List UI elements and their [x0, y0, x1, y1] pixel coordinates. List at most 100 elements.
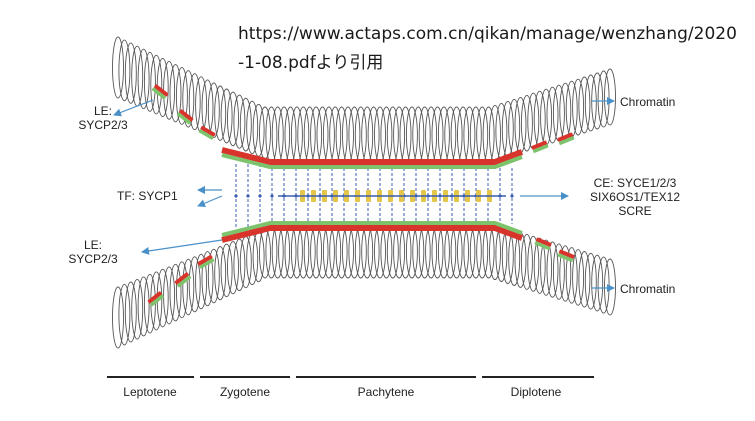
- axial-segment-red: [197, 254, 213, 266]
- chromatin-loop: [137, 276, 150, 337]
- chromatin-loop: [450, 106, 463, 164]
- chromatin-loop: [367, 224, 380, 279]
- chromatin-loop: [444, 106, 457, 164]
- axial-segment: [151, 84, 169, 100]
- chromatin-loop: [220, 243, 233, 298]
- chromatin-loop: [450, 224, 463, 279]
- chromatin-loop: [303, 106, 316, 164]
- axial-segment-green: [557, 253, 574, 262]
- chromatin-loop: [227, 91, 239, 147]
- chromatin-loop: [386, 224, 399, 279]
- chromatin-loop: [393, 224, 406, 279]
- axial-segment-green: [151, 87, 166, 100]
- chromatin-loop: [342, 224, 354, 279]
- chromatin-loop: [405, 106, 418, 164]
- lateral-element-segments: [147, 84, 575, 307]
- chromatin-loop: [207, 248, 220, 304]
- chromatin-loop: [188, 256, 201, 313]
- chromatin-loop: [246, 233, 259, 286]
- chromatin-loop: [335, 106, 348, 164]
- axial-segment-green: [199, 258, 215, 269]
- axial-segment-green: [176, 112, 191, 125]
- chromatin-loop: [540, 239, 553, 296]
- chromatin-loop: [112, 286, 124, 349]
- chromatin-loop: [316, 106, 329, 164]
- chromatin-loop: [284, 106, 297, 164]
- chromatin-loop: [399, 224, 412, 279]
- chromatin-loop: [271, 106, 284, 164]
- chromatin-loop: [335, 224, 348, 279]
- chromatin-loop: [348, 224, 361, 279]
- ce-label: CE: SYCE1/2/3 SIX6OS1/TEX12 SCRE: [570, 176, 700, 218]
- chromatin-loop: [367, 106, 380, 164]
- chromatin-loop: [131, 278, 144, 340]
- chromatin-loop: [476, 224, 489, 279]
- chromatin-loop: [284, 224, 297, 279]
- chromatin-loop: [508, 98, 521, 156]
- axial-segment-red: [179, 109, 194, 122]
- chromatin-loop: [597, 256, 610, 314]
- chromatin-loop: [354, 224, 367, 279]
- axial-segment-green: [198, 129, 214, 140]
- chromatin-loop: [131, 45, 144, 107]
- chromatin-loop: [437, 224, 450, 279]
- chromatin-loop: [278, 224, 291, 279]
- chromatin-loop: [572, 78, 585, 136]
- source-citation: https://www.actaps.com.cn/qikan/manage/w…: [238, 24, 737, 73]
- axial-segment: [557, 249, 575, 262]
- le-bottom-line2: SYCP2/3: [68, 252, 118, 266]
- chromatin-loop: [227, 241, 239, 295]
- chromatin-loop: [463, 106, 476, 164]
- chromatin-loop: [143, 51, 156, 112]
- axial-segment-green: [532, 144, 549, 153]
- chromatin-loop: [565, 247, 578, 304]
- annotation-arrows: [113, 97, 615, 292]
- chromatin-loop: [572, 249, 585, 306]
- chromatin-loop: [246, 100, 259, 155]
- chromatin-loop: [329, 106, 342, 164]
- chromatin-loop: [124, 281, 137, 343]
- chromatin-loop: [342, 106, 354, 164]
- chromatin-loop: [514, 96, 527, 154]
- chromatin-loop: [482, 224, 495, 279]
- chromatin-loop: [220, 88, 233, 144]
- axial-segment-red: [535, 237, 552, 247]
- lateral-element-top-red: [221, 147, 524, 165]
- chromatin-loop: [175, 67, 188, 125]
- chromatin-loop: [182, 70, 195, 128]
- chromatin-loop: [374, 106, 386, 164]
- chromatin-loop: [418, 106, 431, 164]
- axial-segment-red: [200, 125, 216, 137]
- chromatin-loop: [163, 60, 176, 120]
- chromatin-loop: [207, 82, 220, 139]
- chromatin-loop: [361, 224, 374, 279]
- chromatin-top-label: Chromatin: [620, 95, 676, 109]
- annotation-arrow: [197, 195, 223, 207]
- chromatin-loop: [169, 263, 182, 322]
- chromatin-loop: [584, 74, 597, 132]
- chromatin-loop: [303, 224, 316, 279]
- chromatin-loop: [265, 106, 278, 164]
- chromatin-loop: [233, 238, 246, 292]
- chromatin-loop: [380, 106, 393, 164]
- chromatin-loop: [546, 241, 559, 298]
- axial-segment: [198, 125, 216, 140]
- chromatin-loop: [425, 224, 438, 279]
- chromatin-loop: [175, 261, 188, 319]
- chromatin-loop: [469, 224, 482, 279]
- chromatin-loop: [188, 73, 201, 131]
- chromatin-loop: [431, 106, 444, 164]
- chromatin-loop: [578, 251, 591, 308]
- le-top-line1: LE:: [93, 104, 112, 118]
- chromatin-loop: [252, 103, 265, 157]
- chromatin-loop: [527, 235, 540, 292]
- chromatin-loop: [354, 106, 367, 164]
- chromatin-loop: [290, 224, 303, 279]
- chromatin-loop: [259, 228, 271, 279]
- chromatin-loop: [214, 85, 227, 141]
- chromatin-loop: [482, 106, 495, 164]
- chromatin-loop: [520, 94, 533, 152]
- chromatin-loop: [259, 106, 271, 160]
- chromatin-loop: [431, 224, 444, 279]
